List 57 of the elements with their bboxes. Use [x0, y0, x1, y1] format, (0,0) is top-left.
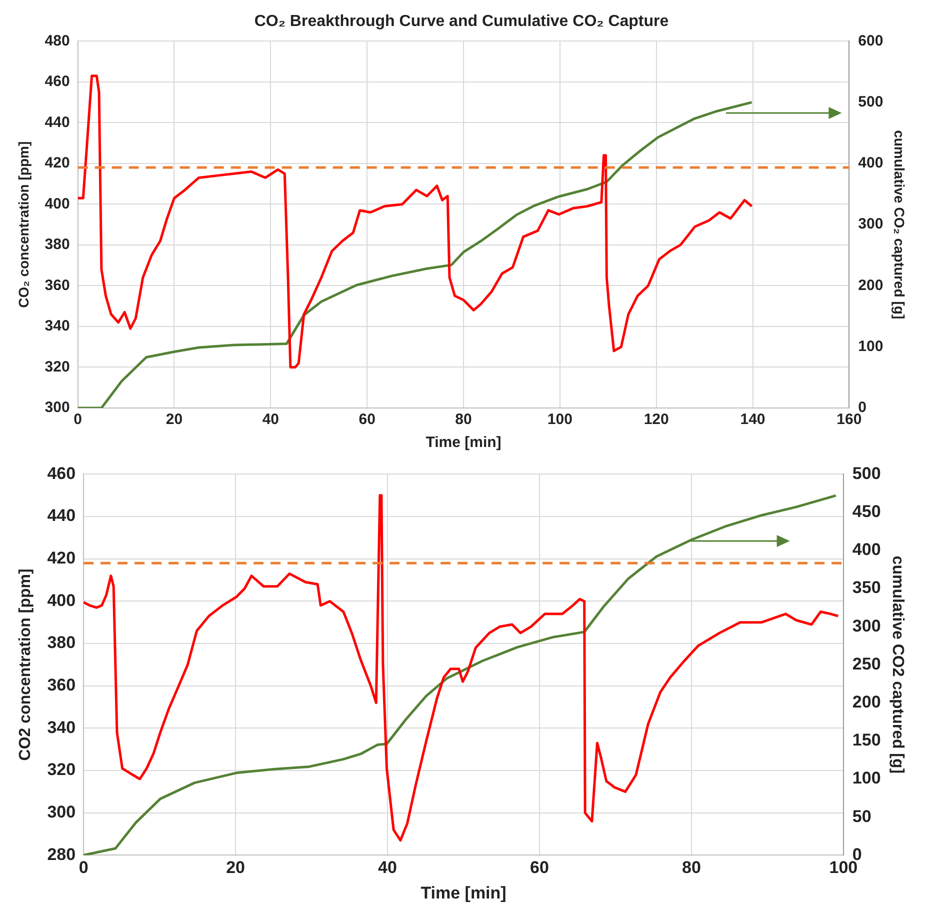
y2-tick-label: 400	[852, 540, 881, 560]
y-tick-label: 300	[44, 399, 70, 416]
x-tick-label: 20	[226, 858, 245, 878]
y2-tick-label: 500	[858, 93, 884, 110]
y2-axis-title: cumulative CO₂ captured [g]	[892, 130, 908, 320]
x-tick-label: 40	[262, 411, 280, 428]
y2-tick-label: 250	[852, 654, 881, 674]
y-tick-label: 440	[47, 506, 76, 526]
y2-tick-label: 100	[858, 338, 884, 356]
y-tick-label: 420	[44, 154, 70, 172]
y2-tick-label: 400	[858, 154, 884, 172]
y-tick-label: 400	[47, 590, 76, 610]
y2-tick-label: 200	[852, 692, 881, 712]
x-tick-label: 60	[530, 858, 549, 878]
y-tick-label: 360	[44, 276, 70, 294]
y2-tick-label: 450	[852, 502, 881, 521]
x-tick-label: 100	[547, 411, 572, 428]
y-axis-title: CO₂ concentration [ppm]	[15, 141, 32, 308]
y-tick-label: 460	[44, 73, 70, 90]
x-tick-label: 140	[740, 411, 766, 428]
y-tick-label: 380	[47, 633, 76, 652]
y-tick-label: 320	[44, 358, 70, 376]
y-tick-label: 280	[47, 844, 76, 864]
x-tick-label: 120	[644, 411, 669, 428]
y2-tick-label: 500	[852, 464, 881, 483]
y-tick-label: 300	[47, 802, 76, 822]
y-tick-label: 340	[44, 318, 70, 335]
y-tick-label: 480	[44, 32, 70, 50]
y2-tick-label: 350	[852, 578, 881, 598]
y2-tick-label: 150	[852, 730, 881, 750]
x-tick-label: 160	[836, 411, 862, 428]
x-axis-title: Time [min]	[426, 434, 502, 452]
chart-title: CO₂ Breakthrough Curve and Cumulative CO₂ Capture	[254, 13, 669, 30]
x-tick-label: 20	[166, 411, 183, 428]
x-tick-label: 80	[455, 411, 472, 428]
y-axis-title: CO2 concentration [ppm]	[17, 568, 34, 761]
y2-tick-label: 300	[852, 616, 881, 636]
x-axis-title: Time [min]	[420, 883, 506, 902]
y-tick-label: 400	[44, 195, 70, 212]
y2-tick-label: 300	[858, 216, 884, 233]
y-tick-label: 340	[47, 718, 76, 737]
x-tick-label: 40	[378, 858, 397, 878]
x-tick-label: 0	[74, 411, 82, 428]
x-tick-label: 0	[78, 858, 88, 878]
y-tick-label: 360	[47, 676, 76, 695]
y-tick-label: 460	[47, 464, 76, 483]
y2-tick-label: 50	[852, 806, 872, 826]
y2-tick-label: 600	[858, 32, 884, 50]
y-tick-label: 380	[44, 236, 70, 254]
y-tick-label: 320	[47, 760, 76, 780]
x-tick-label: 80	[682, 858, 701, 878]
y2-axis-title: cumulative CO2 captured [g]	[888, 556, 906, 774]
y-tick-label: 440	[44, 114, 70, 131]
y2-tick-label: 200	[858, 276, 884, 294]
y-tick-label: 420	[47, 548, 76, 568]
y2-tick-label: 100	[852, 768, 881, 788]
x-tick-label: 60	[358, 411, 376, 428]
